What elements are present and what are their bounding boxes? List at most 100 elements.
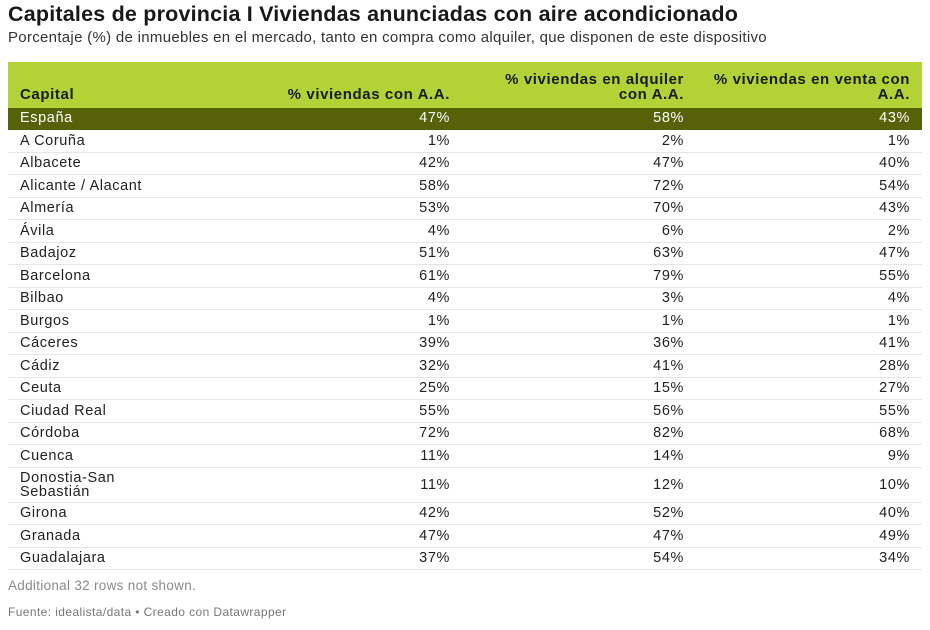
table-row: Ciudad Real 55% 56% 55% [8, 399, 922, 423]
table-row: Ceuta 25% 15% 27% [8, 377, 922, 400]
cell-total: 4% [258, 287, 462, 310]
cell-capital: Almería [8, 197, 258, 220]
cell-venta: 27% [696, 377, 922, 400]
cell-alquiler: 12% [462, 467, 696, 503]
cell-alquiler: 47% [462, 524, 696, 548]
column-header-alquiler[interactable]: % viviendas en alquiler con A.A. [462, 61, 696, 108]
table-row: Córdoba 72% 82% 68% [8, 422, 922, 445]
cell-alquiler: 82% [462, 422, 696, 445]
cell-capital: Donostia-San Sebastián [8, 467, 258, 503]
cell-total: 11% [258, 467, 462, 503]
cell-capital: Burgos [8, 309, 258, 333]
cell-total: 53% [258, 197, 462, 220]
cell-capital: Guadalajara [8, 547, 258, 570]
cell-alquiler: 70% [462, 197, 696, 220]
table-row: Guadalajara 37% 54% 34% [8, 547, 922, 570]
column-header-total[interactable]: % viviendas con A.A. [258, 61, 462, 108]
cell-venta: 4% [696, 287, 922, 310]
cell-total: 1% [258, 309, 462, 333]
cell-alquiler: 72% [462, 174, 696, 198]
chart-subtitle: Porcentaje (%) de inmuebles en el mercad… [8, 29, 767, 46]
cell-total: 47% [258, 524, 462, 548]
cell-total: 51% [258, 242, 462, 265]
source-footer: Fuente: idealista/data • Creado con Data… [8, 605, 287, 619]
table-row: Badajoz 51% 63% 47% [8, 242, 922, 265]
cell-venta: 49% [696, 524, 922, 548]
table-body: España 47% 58% 43% A Coruña 1% 2% 1% Albacete 42%… [8, 107, 922, 570]
cell-venta: 9% [696, 444, 922, 468]
table-row: A Coruña 1% 2% 1% [8, 129, 922, 153]
cell-venta: 68% [696, 422, 922, 445]
cell-venta: 55% [696, 264, 922, 288]
cell-capital: Girona [8, 502, 258, 525]
column-header-venta[interactable]: % viviendas en venta con A.A. [696, 61, 922, 108]
cell-venta: 43% [696, 107, 922, 130]
cell-total: 55% [258, 399, 462, 423]
table-header: Capital % viviendas con A.A. % viviendas… [8, 61, 922, 108]
table-row: Cádiz 32% 41% 28% [8, 354, 922, 378]
cell-alquiler: 2% [462, 129, 696, 153]
table-row: España 47% 58% 43% [8, 107, 922, 130]
cell-alquiler: 14% [462, 444, 696, 468]
cell-capital: Albacete [8, 152, 258, 175]
table-row: Barcelona 61% 79% 55% [8, 264, 922, 288]
more-rows-note: Additional 32 rows not shown. [8, 578, 197, 593]
cell-alquiler: 47% [462, 152, 696, 175]
cell-alquiler: 41% [462, 354, 696, 378]
cell-alquiler: 15% [462, 377, 696, 400]
cell-capital: Barcelona [8, 264, 258, 288]
cell-capital: Córdoba [8, 422, 258, 445]
table-row: Granada 47% 47% 49% [8, 524, 922, 548]
cell-total: 37% [258, 547, 462, 570]
cell-alquiler: 6% [462, 219, 696, 243]
table-row: Ávila 4% 6% 2% [8, 219, 922, 243]
cell-total: 47% [258, 107, 462, 130]
cell-capital: Badajoz [8, 242, 258, 265]
cell-venta: 40% [696, 152, 922, 175]
cell-capital: A Coruña [8, 129, 258, 153]
cell-capital: Cuenca [8, 444, 258, 468]
cell-venta: 34% [696, 547, 922, 570]
cell-total: 42% [258, 502, 462, 525]
chart-container: Capitales de provincia I Viviendas anunc… [8, 2, 922, 619]
table-row: Bilbao 4% 3% 4% [8, 287, 922, 310]
cell-capital: Cáceres [8, 332, 258, 355]
cell-capital: Ávila [8, 219, 258, 243]
data-table: Capital % viviendas con A.A. % viviendas… [8, 61, 922, 571]
table-header-row: Capital % viviendas con A.A. % viviendas… [8, 61, 922, 108]
cell-total: 11% [258, 444, 462, 468]
cell-venta: 28% [696, 354, 922, 378]
table-row: Albacete 42% 47% 40% [8, 152, 922, 175]
table-row: Almería 53% 70% 43% [8, 197, 922, 220]
cell-alquiler: 54% [462, 547, 696, 570]
cell-venta: 55% [696, 399, 922, 423]
table-row: Alicante / Alacant 58% 72% 54% [8, 174, 922, 198]
cell-capital: Bilbao [8, 287, 258, 310]
cell-alquiler: 58% [462, 107, 696, 130]
cell-capital: Granada [8, 524, 258, 548]
cell-total: 42% [258, 152, 462, 175]
table-row: Cuenca 11% 14% 9% [8, 444, 922, 468]
cell-total: 58% [258, 174, 462, 198]
table-row: Donostia-San Sebastián 11% 12% 10% [8, 467, 922, 503]
cell-alquiler: 63% [462, 242, 696, 265]
cell-capital: Ciudad Real [8, 399, 258, 423]
table-row: Burgos 1% 1% 1% [8, 309, 922, 333]
cell-venta: 43% [696, 197, 922, 220]
column-header-capital[interactable]: Capital [8, 61, 258, 108]
cell-venta: 41% [696, 332, 922, 355]
table-row: Girona 42% 52% 40% [8, 502, 922, 525]
cell-capital: Cádiz [8, 354, 258, 378]
cell-total: 1% [258, 129, 462, 153]
cell-capital: Ceuta [8, 377, 258, 400]
cell-alquiler: 79% [462, 264, 696, 288]
cell-venta: 54% [696, 174, 922, 198]
cell-venta: 40% [696, 502, 922, 525]
table-row: Cáceres 39% 36% 41% [8, 332, 922, 355]
cell-venta: 47% [696, 242, 922, 265]
cell-venta: 1% [696, 129, 922, 153]
cell-alquiler: 3% [462, 287, 696, 310]
chart-title: Capitales de provincia I Viviendas anunc… [8, 2, 739, 26]
cell-venta: 1% [696, 309, 922, 333]
cell-total: 72% [258, 422, 462, 445]
